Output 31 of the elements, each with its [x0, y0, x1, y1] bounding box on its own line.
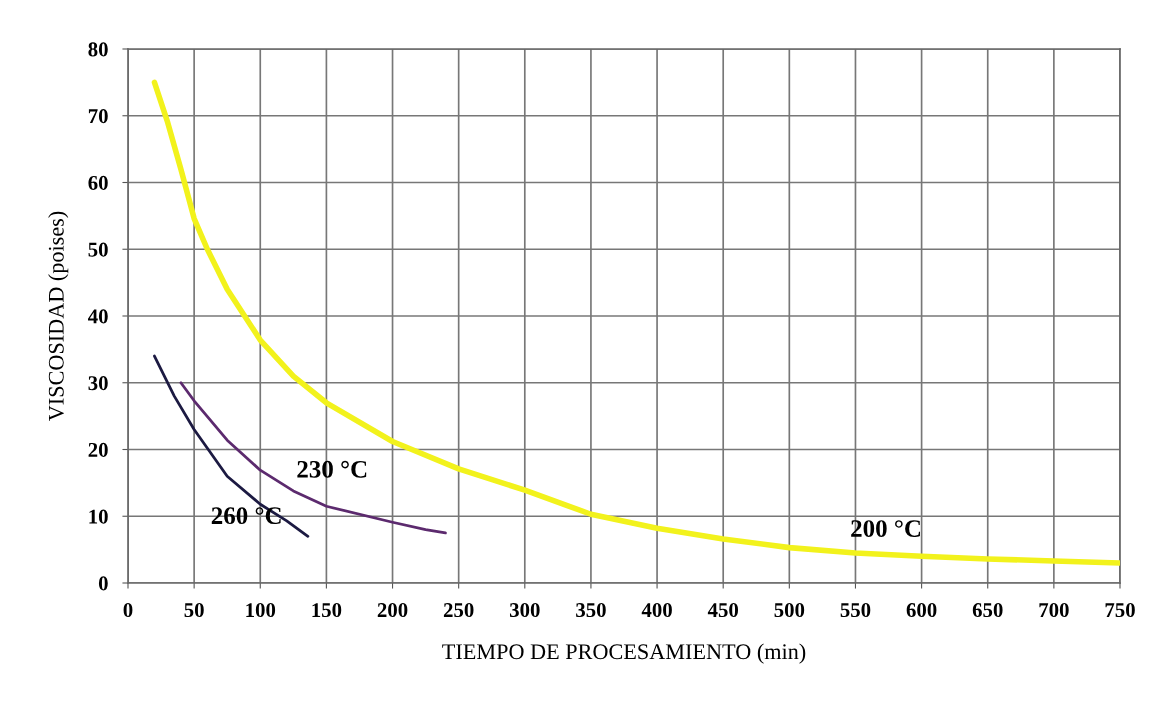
x-tick-label: 550: [840, 603, 871, 618]
x-tick-label: 150: [312, 603, 342, 618]
x-tick-label: 400: [641, 603, 672, 618]
x-tick-label: 700: [1039, 603, 1069, 618]
series-label: 230 °C: [297, 460, 367, 478]
series-label: 200 °C: [851, 520, 921, 537]
x-tick-label: 750: [1105, 603, 1135, 618]
y-tick-label: 50: [88, 242, 108, 257]
line-series: [179, 381, 447, 535]
x-tick-label: 300: [509, 603, 540, 618]
y-tick-label: 60: [88, 175, 108, 190]
x-tick-label: 650: [972, 603, 1003, 618]
x-tick-label: 250: [443, 603, 474, 618]
series-label: 260 °C: [211, 507, 281, 525]
y-tick-label: 30: [88, 376, 108, 391]
y-tick-label: 20: [88, 442, 108, 457]
x-axis-title: TIEMPO DE PROCESAMIENTO (min): [442, 643, 806, 664]
y-axis-title: VISCOSIDAD (poises): [48, 211, 69, 421]
x-tick-label: 50: [184, 603, 204, 618]
x-tick-label: 100: [246, 603, 276, 618]
x-tick-label: 600: [906, 603, 937, 618]
x-tick-label: 350: [576, 603, 606, 618]
x-tick-label: 500: [774, 603, 805, 618]
y-tick-label: 10: [89, 509, 108, 524]
y-tick-label: 40: [88, 309, 108, 324]
y-tick-label: 80: [88, 42, 108, 57]
x-tick-label: 200: [377, 603, 408, 618]
y-tick-label: 70: [88, 109, 108, 124]
x-tick-label: 450: [707, 603, 739, 618]
x-tick-label: 0: [123, 603, 133, 618]
y-tick-label: 0: [98, 576, 108, 591]
